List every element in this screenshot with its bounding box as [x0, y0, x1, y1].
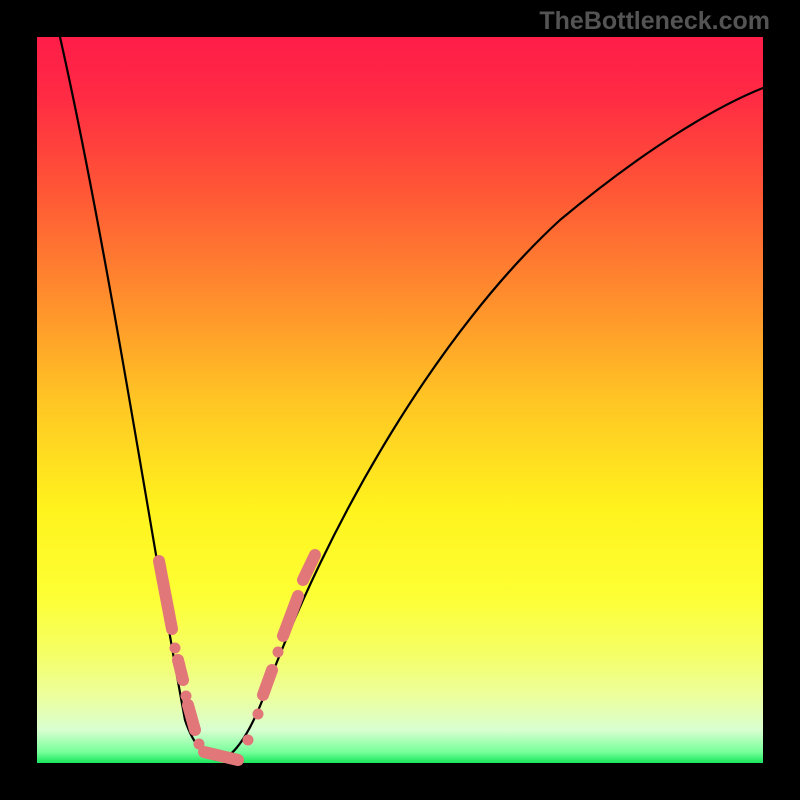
- watermark-text: TheBottleneck.com: [539, 7, 770, 36]
- gradient-plot-area: [37, 37, 763, 763]
- chart-wrapper: TheBottleneck.com: [0, 0, 800, 800]
